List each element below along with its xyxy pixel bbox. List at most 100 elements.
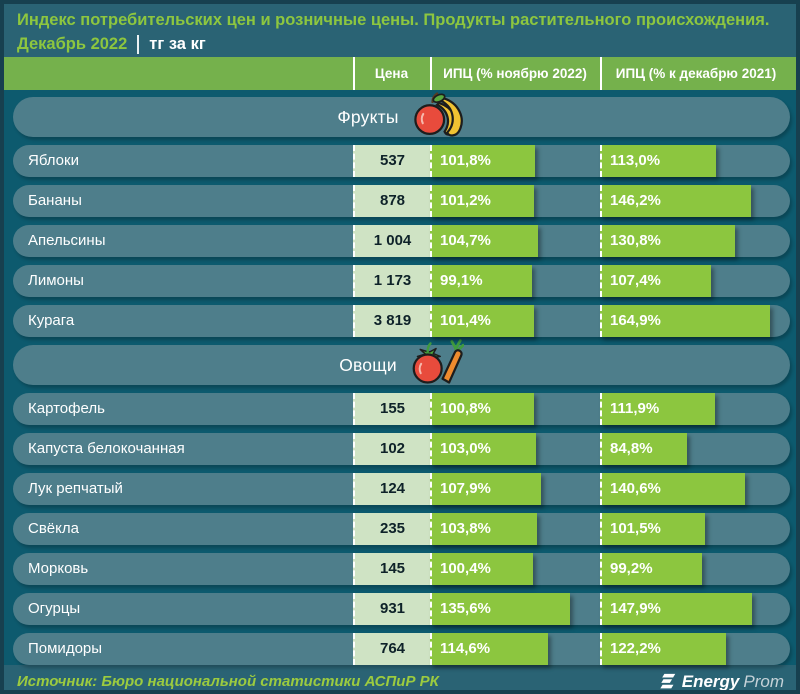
price-cell: 3 819	[353, 305, 430, 337]
ipc-month-bar: 104,7%	[430, 225, 538, 257]
ipc-year-bar: 107,4%	[600, 265, 711, 297]
ipc-year-value: 99,2%	[610, 560, 653, 577]
ipc-year-value: 113,0%	[610, 152, 661, 169]
ipc-year-bar: 122,2%	[600, 633, 726, 665]
title-period: Декабрь 2022	[17, 34, 128, 53]
column-separator	[600, 57, 602, 90]
ipc-year-value: 101,5%	[610, 520, 661, 537]
product-name: Капуста белокочанная	[28, 440, 185, 457]
ipc-month-value: 101,8%	[440, 152, 491, 169]
ipc-month-bar: 100,4%	[430, 553, 533, 585]
ipc-year-value: 130,8%	[610, 232, 661, 249]
price-cell: 537	[353, 145, 430, 177]
ipc-month-value: 99,1%	[440, 272, 483, 289]
table-body: Фрукты Яблоки 537 101,8% 113,0% Бананы 8…	[4, 90, 796, 665]
ipc-month-value: 107,9%	[440, 480, 491, 497]
ipc-month-value: 101,2%	[440, 192, 491, 209]
ipc-month-value: 100,4%	[440, 560, 491, 577]
section-header-fruits: Фрукты	[13, 92, 790, 137]
ipc-month-bar: 135,6%	[430, 593, 570, 625]
table-row: Капуста белокочанная 102 103,0% 84,8%	[13, 433, 790, 465]
energyprom-logo: Energy Prom	[658, 671, 784, 691]
ipc-year-value: 147,9%	[610, 600, 661, 617]
ipc-year-bar: 84,8%	[600, 433, 687, 465]
table-row: Картофель 155 100,8% 111,9%	[13, 393, 790, 425]
ipc-year-value: 111,9%	[610, 400, 660, 417]
product-name: Лук репчатый	[28, 480, 123, 497]
product-name: Огурцы	[28, 600, 81, 617]
product-name: Апельсины	[28, 232, 106, 249]
product-name: Курага	[28, 312, 75, 329]
ipc-year-bar: 146,2%	[600, 185, 751, 217]
table-row: Лимоны 1 173 99,1% 107,4%	[13, 265, 790, 297]
ipc-month-value: 100,8%	[440, 400, 491, 417]
title-separator	[137, 34, 140, 54]
product-name: Лимоны	[28, 272, 84, 289]
table-row: Бананы 878 101,2% 146,2%	[13, 185, 790, 217]
ipc-month-bar: 99,1%	[430, 265, 532, 297]
ipc-year-value: 84,8%	[610, 440, 653, 457]
apple-bananas-icon	[413, 92, 463, 137]
tomato-carrot-icon	[412, 339, 464, 384]
ipc-month-bar: 107,9%	[430, 473, 541, 505]
title-band: Индекс потребительских цен и розничные ц…	[4, 4, 796, 57]
ipc-month-value: 114,6%	[440, 640, 491, 657]
price-cell: 931	[353, 593, 430, 625]
ipc-year-bar: 111,9%	[600, 393, 715, 425]
product-name: Картофель	[28, 400, 105, 417]
table-row: Свёкла 235 103,8% 101,5%	[13, 513, 790, 545]
footer-band: Источник: Бюро национальной статистики А…	[4, 665, 796, 691]
table-row: Лук репчатый 124 107,9% 140,6%	[13, 473, 790, 505]
table-row: Апельсины 1 004 104,7% 130,8%	[13, 225, 790, 257]
ipc-year-bar: 147,9%	[600, 593, 752, 625]
price-cell: 878	[353, 185, 430, 217]
source-note: Источник: Бюро национальной статистики А…	[17, 673, 439, 690]
price-cell: 145	[353, 553, 430, 585]
price-cell: 124	[353, 473, 430, 505]
section-label: Овощи	[339, 354, 397, 375]
product-name: Морковь	[28, 560, 89, 577]
ipc-year-bar: 130,8%	[600, 225, 735, 257]
price-cell: 155	[353, 393, 430, 425]
section-header-vegetables: Овощи	[13, 339, 790, 385]
ipc-year-bar: 99,2%	[600, 553, 702, 585]
ipc-year-value: 140,6%	[610, 480, 661, 497]
title-subline: Декабрь 2022 тг за кг	[17, 31, 782, 57]
product-name: Свёкла	[28, 520, 79, 537]
price-cell: 1 173	[353, 265, 430, 297]
price-cell: 102	[353, 433, 430, 465]
column-header-bar: Цена ИПЦ (% ноябрю 2022) ИПЦ (% к декабр…	[4, 57, 796, 90]
ipc-year-value: 164,9%	[610, 312, 661, 329]
table-row: Курага 3 819 101,4% 164,9%	[13, 305, 790, 337]
ipc-month-bar: 101,8%	[430, 145, 535, 177]
column-separator	[430, 57, 432, 90]
table-row: Яблоки 537 101,8% 113,0%	[13, 145, 790, 177]
page-title: Индекс потребительских цен и розничные ц…	[17, 11, 770, 29]
product-name: Бананы	[28, 192, 82, 209]
column-header-price: Цена	[374, 66, 409, 81]
price-cell: 764	[353, 633, 430, 665]
product-name: Помидоры	[28, 640, 103, 657]
price-cell: 1 004	[353, 225, 430, 257]
ipc-month-bar: 101,4%	[430, 305, 534, 337]
table-row: Огурцы 931 135,6% 147,9%	[13, 593, 790, 625]
ipc-year-bar: 101,5%	[600, 513, 705, 545]
table-row: Помидоры 764 114,6% 122,2%	[13, 633, 790, 665]
ipc-month-value: 103,8%	[440, 520, 491, 537]
ipc-month-bar: 103,0%	[430, 433, 536, 465]
ipc-month-value: 104,7%	[440, 232, 491, 249]
ipc-year-bar: 113,0%	[600, 145, 716, 177]
ipc-year-value: 107,4%	[610, 272, 661, 289]
energyprom-logo-icon	[660, 673, 676, 688]
column-header-ipc-month: ИПЦ (% ноябрю 2022)	[443, 66, 587, 81]
title-unit: тг за кг	[149, 34, 206, 53]
ipc-month-bar: 103,8%	[430, 513, 537, 545]
price-cell: 235	[353, 513, 430, 545]
column-separator	[353, 57, 355, 90]
product-name: Яблоки	[28, 152, 79, 169]
ipc-month-value: 103,0%	[440, 440, 491, 457]
column-header-ipc-year: ИПЦ (% к декабрю 2021)	[615, 66, 777, 81]
logo-text-bold: Energy	[681, 671, 740, 691]
table-row: Морковь 145 100,4% 99,2%	[13, 553, 790, 585]
